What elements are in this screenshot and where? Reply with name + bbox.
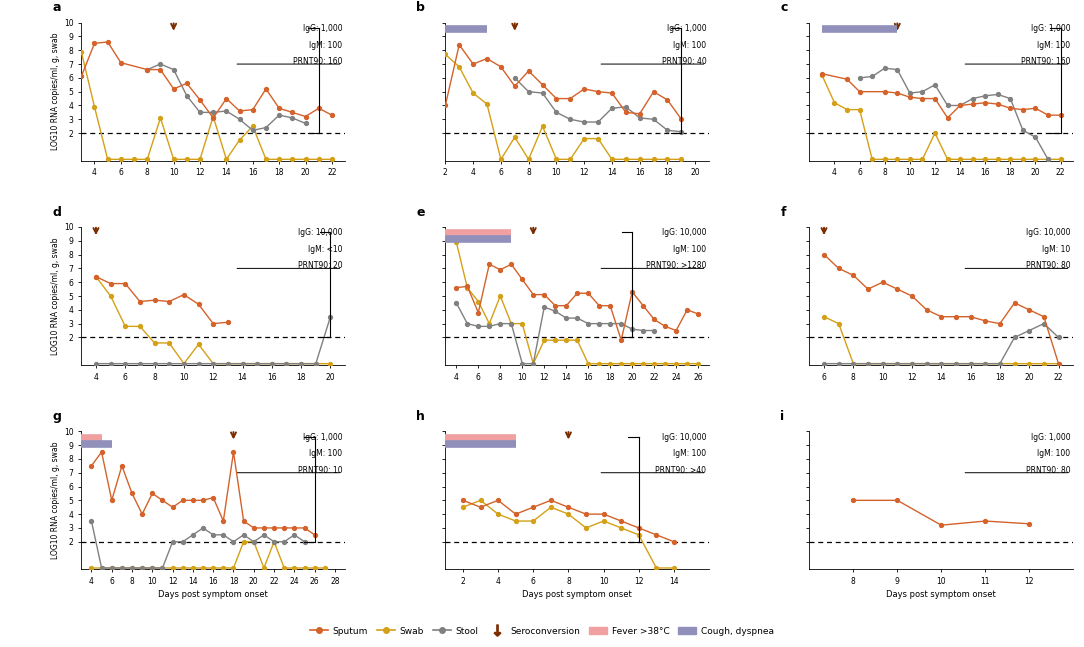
Text: PRNT90: 20: PRNT90: 20 [298, 261, 343, 270]
Text: IgM: 100: IgM: 100 [673, 245, 707, 254]
Text: PRNT90: 160: PRNT90: 160 [1021, 57, 1071, 66]
Text: IgM: 100: IgM: 100 [309, 41, 343, 50]
Text: f: f [780, 206, 786, 219]
Text: IgG: 1,000: IgG: 1,000 [302, 433, 343, 442]
Text: b: b [416, 1, 425, 14]
Y-axis label: LOG10 RNA copies/ml, g, swab: LOG10 RNA copies/ml, g, swab [51, 237, 60, 355]
X-axis label: Days post symptom onset: Days post symptom onset [522, 590, 632, 599]
Text: IgG: 10,000: IgG: 10,000 [298, 228, 343, 237]
Text: IgM: 100: IgM: 100 [309, 449, 343, 458]
Text: IgM: 100: IgM: 100 [1037, 41, 1071, 50]
Text: PRNT90: 160: PRNT90: 160 [293, 57, 343, 66]
Text: IgM: 100: IgM: 100 [673, 41, 707, 50]
Legend: Sputum, Swab, Stool, Seroconversion, Fever >38°C, Cough, dyspnea: Sputum, Swab, Stool, Seroconversion, Fev… [307, 623, 777, 639]
Y-axis label: LOG10 RNA copies/ml, g, swab: LOG10 RNA copies/ml, g, swab [51, 442, 60, 559]
Text: c: c [780, 1, 788, 14]
Text: IgM: <10: IgM: <10 [308, 245, 343, 254]
Text: g: g [52, 410, 61, 423]
Text: d: d [52, 206, 61, 219]
Y-axis label: LOG10 RNA copies/ml, g, swab: LOG10 RNA copies/ml, g, swab [51, 33, 60, 150]
Text: IgM: 10: IgM: 10 [1043, 245, 1071, 254]
Text: h: h [416, 410, 425, 423]
Text: PRNT90: 80: PRNT90: 80 [1025, 466, 1071, 475]
Text: IgG: 10,000: IgG: 10,000 [662, 433, 707, 442]
X-axis label: Days post symptom onset: Days post symptom onset [158, 590, 268, 599]
Text: IgG: 1,000: IgG: 1,000 [667, 24, 707, 33]
X-axis label: Days post symptom onset: Days post symptom onset [887, 590, 996, 599]
Text: PRNT90: 80: PRNT90: 80 [1025, 261, 1071, 270]
Text: PRNT90: >40: PRNT90: >40 [656, 466, 707, 475]
Text: IgM: 100: IgM: 100 [673, 449, 707, 458]
Text: e: e [416, 206, 425, 219]
Text: a: a [52, 1, 61, 14]
Text: IgG: 10,000: IgG: 10,000 [1027, 228, 1071, 237]
Text: PRNT90: 10: PRNT90: 10 [298, 466, 343, 475]
Text: IgM: 100: IgM: 100 [1037, 449, 1071, 458]
Text: IgG: 1,000: IgG: 1,000 [302, 24, 343, 33]
Text: PRNT90: >1280: PRNT90: >1280 [646, 261, 707, 270]
Text: PRNT90: 40: PRNT90: 40 [661, 57, 707, 66]
Text: i: i [780, 410, 785, 423]
Text: IgG: 10,000: IgG: 10,000 [662, 228, 707, 237]
Text: IgG: 1,000: IgG: 1,000 [1031, 24, 1071, 33]
Text: IgG: 1,000: IgG: 1,000 [1031, 433, 1071, 442]
